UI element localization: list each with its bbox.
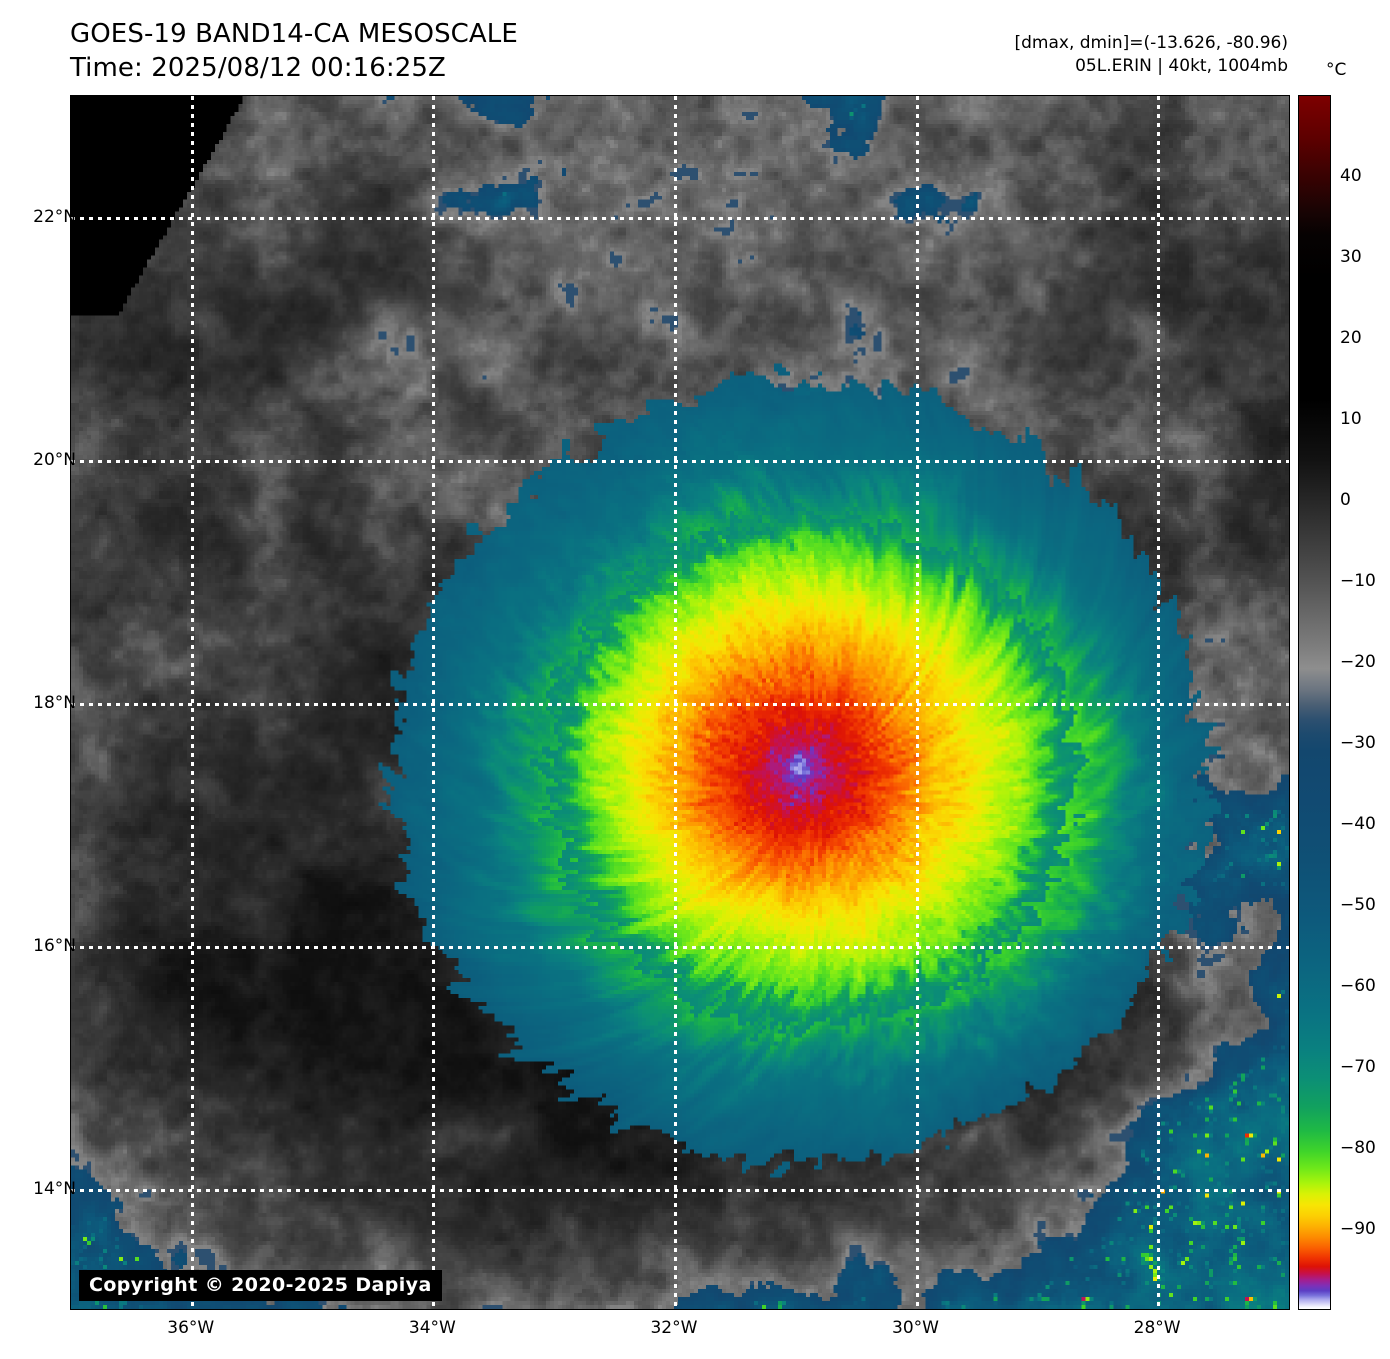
colorbar-tick: −30	[1340, 733, 1376, 753]
observation-time: Time: 2025/08/12 00:16:25Z	[70, 52, 446, 83]
storm-info-label: 05L.ERIN | 40kt, 1004mb	[1075, 55, 1288, 76]
latitude-tick-label: 18°N	[33, 692, 76, 713]
product-title: GOES-19 BAND14-CA MESOSCALE	[70, 19, 518, 49]
longitude-tick-label: 32°W	[650, 1318, 698, 1338]
metadata-block: [dmax, dmin]=(-13.626, -80.96) 05L.ERIN …	[1015, 32, 1289, 78]
colorbar-tick: −70	[1340, 1057, 1376, 1077]
colorbar-tick: −40	[1340, 814, 1376, 834]
satellite-map[interactable]: Copyright © 2020-2025 Dapiya	[70, 95, 1290, 1310]
page-title: GOES-19 BAND14-CA MESOSCALE Time: 2025/0…	[70, 18, 518, 86]
colorbar-tick: 20	[1340, 328, 1362, 348]
latitude-tick-label: 16°N	[33, 935, 76, 956]
colorbar-tick: 0	[1340, 490, 1351, 510]
colorbar-tick: 40	[1340, 166, 1362, 186]
colorbar-tick: 30	[1340, 247, 1362, 267]
colorbar-tick: −90	[1340, 1219, 1376, 1239]
latitude-tick-label: 14°N	[33, 1178, 76, 1199]
dmax-dmin-label: [dmax, dmin]=(-13.626, -80.96)	[1014, 33, 1289, 53]
longitude-tick-label: 34°W	[408, 1318, 456, 1338]
colorbar-tick: 10	[1340, 409, 1362, 429]
longitude-tick-label: 28°W	[1133, 1318, 1181, 1338]
infrared-imagery-layer	[71, 96, 1289, 1309]
colorbar-tick: −20	[1340, 652, 1376, 672]
colorbar-tick: −60	[1340, 976, 1376, 996]
longitude-tick-label: 36°W	[167, 1318, 215, 1338]
temperature-colorbar[interactable]	[1298, 95, 1331, 1310]
colorbar-tick: −10	[1340, 571, 1376, 591]
latitude-tick-label: 20°N	[33, 449, 76, 470]
colorbar-tick: −50	[1340, 895, 1376, 915]
colorbar-gradient	[1299, 96, 1330, 1309]
colorbar-units-label: °C	[1326, 60, 1347, 80]
latitude-tick-label: 22°N	[33, 206, 76, 227]
copyright-watermark: Copyright © 2020-2025 Dapiya	[79, 1270, 442, 1301]
colorbar-tick: −80	[1340, 1138, 1376, 1158]
longitude-tick-label: 30°W	[892, 1318, 940, 1338]
